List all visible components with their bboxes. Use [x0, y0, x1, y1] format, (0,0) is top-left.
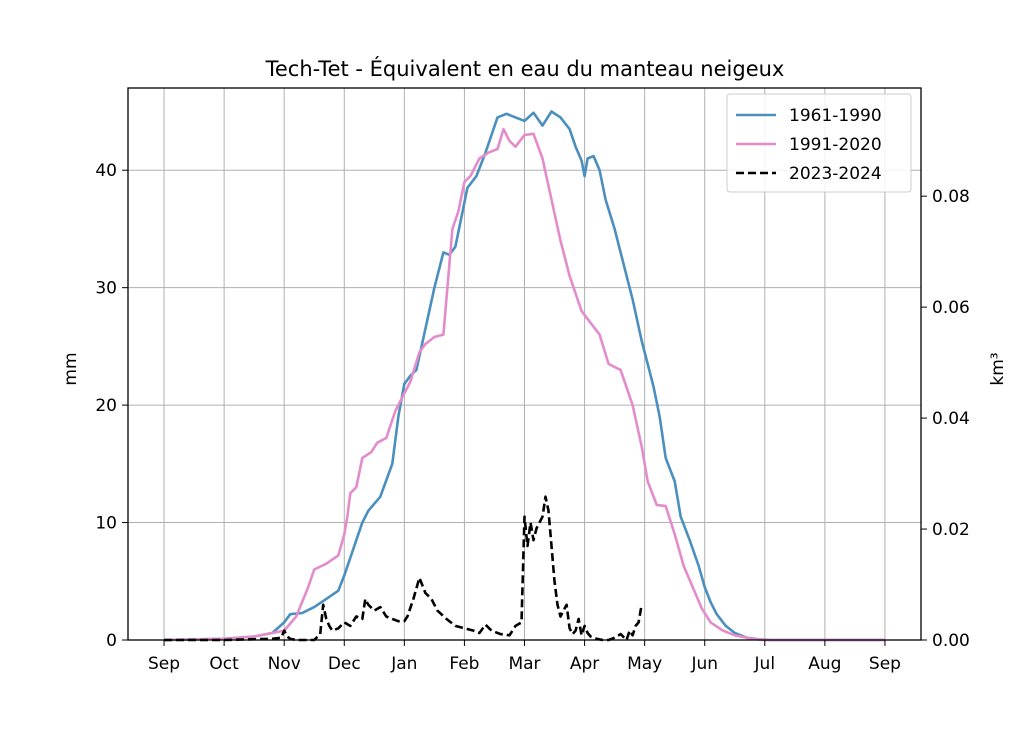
series-line-2023-2024 — [164, 495, 643, 642]
x-tick-label: Sep — [148, 654, 180, 674]
x-tick-label: Jan — [390, 654, 417, 674]
x-tick-label: Sep — [869, 654, 901, 674]
y-tick-label-left: 40 — [95, 161, 117, 181]
y-axis-label-right: km³ — [988, 352, 1008, 385]
x-tick-label: Jun — [690, 654, 718, 674]
y-tick-label-right: 0.00 — [932, 631, 970, 651]
y-tick-label-right: 0.04 — [932, 409, 970, 429]
y-tick-label-right: 0.06 — [932, 298, 970, 318]
x-tick-label: Oct — [209, 654, 239, 674]
x-tick-label: Dec — [328, 654, 361, 674]
y-tick-label-right: 0.08 — [932, 187, 970, 207]
y-tick-label-right: 0.02 — [932, 520, 970, 540]
legend-label: 1991-2020 — [789, 135, 882, 155]
axes: Sep Oct Nov Dec Jan Feb Mar Apr May Jun Jul Aug Sep 0… — [95, 161, 970, 674]
y-axis-label-left: mm — [61, 352, 81, 385]
chart-title: Tech-Tet - Équivalent en eau du manteau … — [265, 56, 785, 81]
series-line-1961-1990 — [163, 110, 885, 642]
legend: 1961-1990 1991-2020 2023-2024 — [726, 93, 912, 193]
x-tick-label: Aug — [808, 654, 841, 674]
x-tick-label: May — [627, 654, 662, 674]
y-tick-label-left: 10 — [95, 514, 117, 534]
x-tick-label: Mar — [508, 654, 540, 674]
legend-box — [726, 93, 912, 193]
series-lines — [163, 110, 885, 642]
legend-label: 2023-2024 — [789, 164, 882, 184]
y-tick-label-left: 20 — [95, 396, 117, 416]
y-tick-label-left: 0 — [106, 631, 117, 651]
x-tick-label: Apr — [570, 654, 599, 674]
x-tick-label: Nov — [268, 654, 301, 674]
x-tick-label: Feb — [449, 654, 479, 674]
x-tick-label: Jul — [754, 654, 776, 674]
series-line-1991-2020 — [163, 127, 885, 642]
legend-label: 1961-1990 — [789, 106, 882, 126]
y-tick-label-left: 30 — [95, 279, 117, 299]
